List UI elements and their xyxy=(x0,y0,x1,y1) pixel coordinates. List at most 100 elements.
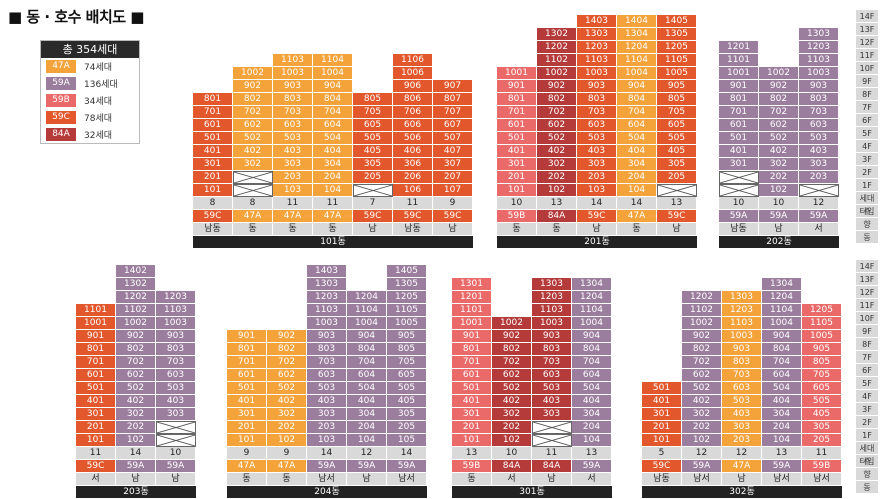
unit-cell: 1102 xyxy=(116,304,156,317)
unit-cell: 403 xyxy=(273,145,313,158)
unit-cell: 1204 xyxy=(572,291,612,304)
building-name: 202동 xyxy=(719,236,839,248)
legend-swatch: 59A xyxy=(46,77,76,90)
unit-cell: 604 xyxy=(572,369,612,382)
unit-cell: 1103 xyxy=(156,304,196,317)
legend-item: 84A 32세대 xyxy=(41,126,139,143)
unit-cell: 504 xyxy=(572,382,612,395)
unit-cell: 604 xyxy=(617,119,657,132)
unit-cell: 707 xyxy=(433,106,473,119)
unit-cell: 403 xyxy=(799,145,839,158)
unit-cell: 607 xyxy=(433,119,473,132)
unit-cell: 905 xyxy=(387,330,427,343)
unit-cell: 1003 xyxy=(307,317,347,330)
unit-direction: 동 xyxy=(227,473,267,486)
unit-cell: 703 xyxy=(722,369,762,382)
unit-cell: 401 xyxy=(452,395,492,408)
unit-cell: 804 xyxy=(313,93,353,106)
unit-cell: 502 xyxy=(537,132,577,145)
unit-cell: 203 xyxy=(307,421,347,434)
empty-unit xyxy=(719,184,759,197)
unit-cell: 102 xyxy=(116,434,156,447)
unit-cell: 101 xyxy=(452,434,492,447)
unit-direction: 동 xyxy=(537,223,577,236)
unit-type: 59A xyxy=(682,460,722,473)
unit-cell: 902 xyxy=(267,330,307,343)
unit-cell: 801 xyxy=(452,343,492,356)
unit-cell: 401 xyxy=(76,395,116,408)
unit-cell: 504 xyxy=(347,382,387,395)
unit-cell: 1002 xyxy=(682,317,722,330)
unit-type: 59A xyxy=(762,460,802,473)
unit-type: 47A xyxy=(273,210,313,223)
unit-cell: 706 xyxy=(393,106,433,119)
unit-cell: 1201 xyxy=(719,41,759,54)
unit-cell: 601 xyxy=(227,369,267,382)
unit-count: 10 xyxy=(759,197,799,210)
unit-cell: 903 xyxy=(307,330,347,343)
unit-cell: 301 xyxy=(719,158,759,171)
unit-direction: 서 xyxy=(76,473,116,486)
unit-count: 10 xyxy=(156,447,196,460)
unit-cell: 1002 xyxy=(116,317,156,330)
unit-count: 10 xyxy=(719,197,759,210)
unit-cell: 203 xyxy=(799,171,839,184)
unit-cell: 403 xyxy=(532,395,572,408)
unit-cell: 102 xyxy=(537,184,577,197)
unit-count: 14 xyxy=(116,447,156,460)
unit-cell: 501 xyxy=(497,132,537,145)
unit-cell: 1104 xyxy=(617,54,657,67)
unit-cell: 405 xyxy=(387,395,427,408)
unit-cell: 601 xyxy=(193,119,233,132)
floor-label: 10F xyxy=(856,62,878,75)
unit-cell: 304 xyxy=(313,158,353,171)
unit-cell: 1004 xyxy=(347,317,387,330)
unit-type: 59A xyxy=(799,210,839,223)
floor-label: 3F xyxy=(856,153,878,166)
unit-cell: 705 xyxy=(387,356,427,369)
unit-cell: 902 xyxy=(233,80,273,93)
unit-count: 14 xyxy=(307,447,347,460)
unit-cell: 203 xyxy=(577,171,617,184)
legend-count: 136세대 xyxy=(84,80,118,90)
unit-cell: 303 xyxy=(156,408,196,421)
unit-cell: 1305 xyxy=(387,278,427,291)
unit-count: 7 xyxy=(353,197,393,210)
floor-label: 5F xyxy=(856,377,878,390)
unit-cell: 102 xyxy=(492,434,532,447)
floor-label: 14F xyxy=(856,10,878,23)
unit-cell: 1105 xyxy=(387,304,427,317)
unit-direction: 동 xyxy=(452,473,492,486)
unit-cell: 703 xyxy=(532,356,572,369)
unit-cell: 301 xyxy=(497,158,537,171)
unit-cell: 901 xyxy=(497,80,537,93)
unit-cell: 804 xyxy=(617,93,657,106)
unit-cell: 701 xyxy=(497,106,537,119)
floor-label: 6F xyxy=(856,364,878,377)
unit-cell: 1102 xyxy=(682,304,722,317)
unit-cell: 605 xyxy=(353,119,393,132)
unit-count: 9 xyxy=(433,197,473,210)
unit-cell: 904 xyxy=(572,330,612,343)
unit-count: 14 xyxy=(617,197,657,210)
unit-cell: 1305 xyxy=(657,28,697,41)
unit-count: 11 xyxy=(76,447,116,460)
unit-cell: 602 xyxy=(759,119,799,132)
unit-direction: 남 xyxy=(116,473,156,486)
empty-unit xyxy=(532,434,572,447)
unit-cell: 201 xyxy=(642,421,682,434)
unit-cell: 604 xyxy=(762,369,802,382)
floor-label: 2F xyxy=(856,166,878,179)
unit-cell: 305 xyxy=(802,421,842,434)
unit-cell: 805 xyxy=(802,356,842,369)
unit-cell: 503 xyxy=(577,132,617,145)
unit-cell: 1002 xyxy=(492,317,532,330)
unit-type: 59C xyxy=(393,210,433,223)
unit-type: 47A xyxy=(722,460,762,473)
unit-cell: 205 xyxy=(387,421,427,434)
unit-cell: 602 xyxy=(267,369,307,382)
unit-cell: 802 xyxy=(116,343,156,356)
unit-cell: 1203 xyxy=(577,41,617,54)
floor-label: 6F xyxy=(856,114,878,127)
unit-type: 59B xyxy=(497,210,537,223)
